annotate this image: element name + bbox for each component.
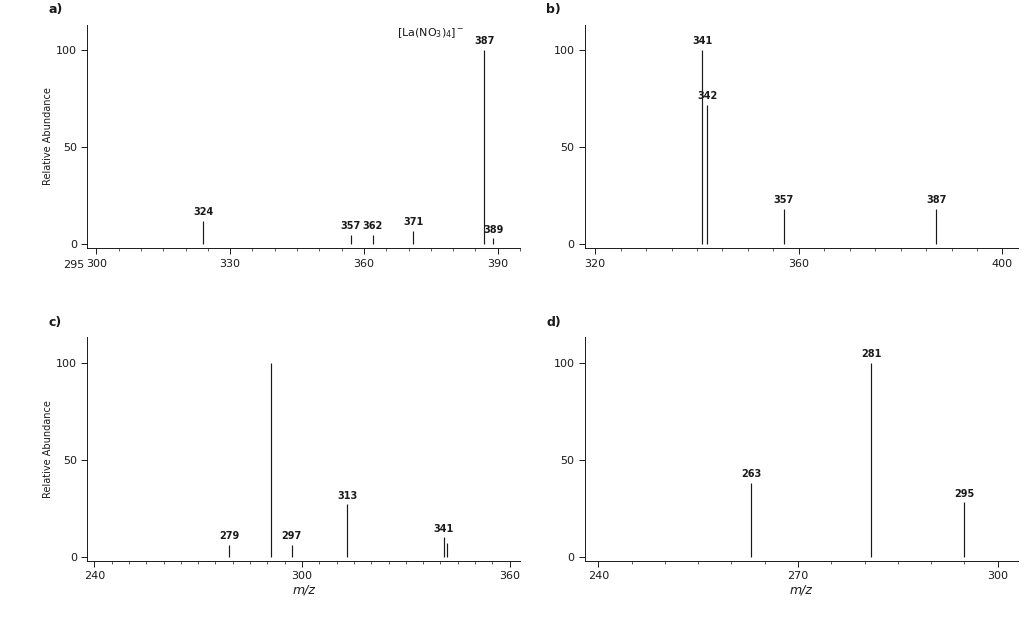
Text: 295: 295 <box>64 260 84 270</box>
Text: 313: 313 <box>337 490 357 500</box>
Text: 341: 341 <box>692 36 712 46</box>
Text: 362: 362 <box>363 221 383 231</box>
Text: 389: 389 <box>483 224 504 235</box>
Text: 263: 263 <box>741 469 762 479</box>
Text: 324: 324 <box>193 207 214 217</box>
Text: 387: 387 <box>926 196 947 206</box>
Text: 371: 371 <box>403 217 424 227</box>
Text: 342: 342 <box>697 90 718 101</box>
Text: a): a) <box>48 3 63 16</box>
Text: 295: 295 <box>954 488 975 498</box>
X-axis label: m/z: m/z <box>790 584 813 597</box>
Text: 357: 357 <box>773 196 794 206</box>
X-axis label: m/z: m/z <box>292 584 316 597</box>
Y-axis label: Relative Abundance: Relative Abundance <box>43 400 53 498</box>
Y-axis label: Relative Abundance: Relative Abundance <box>43 88 53 186</box>
Text: 341: 341 <box>434 523 454 533</box>
Text: [La(NO$_3$)$_4$]$^-$: [La(NO$_3$)$_4$]$^-$ <box>397 27 465 40</box>
Text: 297: 297 <box>282 531 302 541</box>
Text: 357: 357 <box>340 221 361 231</box>
Text: d): d) <box>546 315 561 328</box>
Text: 279: 279 <box>219 531 240 541</box>
Text: 281: 281 <box>861 349 881 359</box>
Text: b): b) <box>546 3 561 16</box>
Text: 387: 387 <box>474 36 494 46</box>
Text: c): c) <box>48 315 62 328</box>
